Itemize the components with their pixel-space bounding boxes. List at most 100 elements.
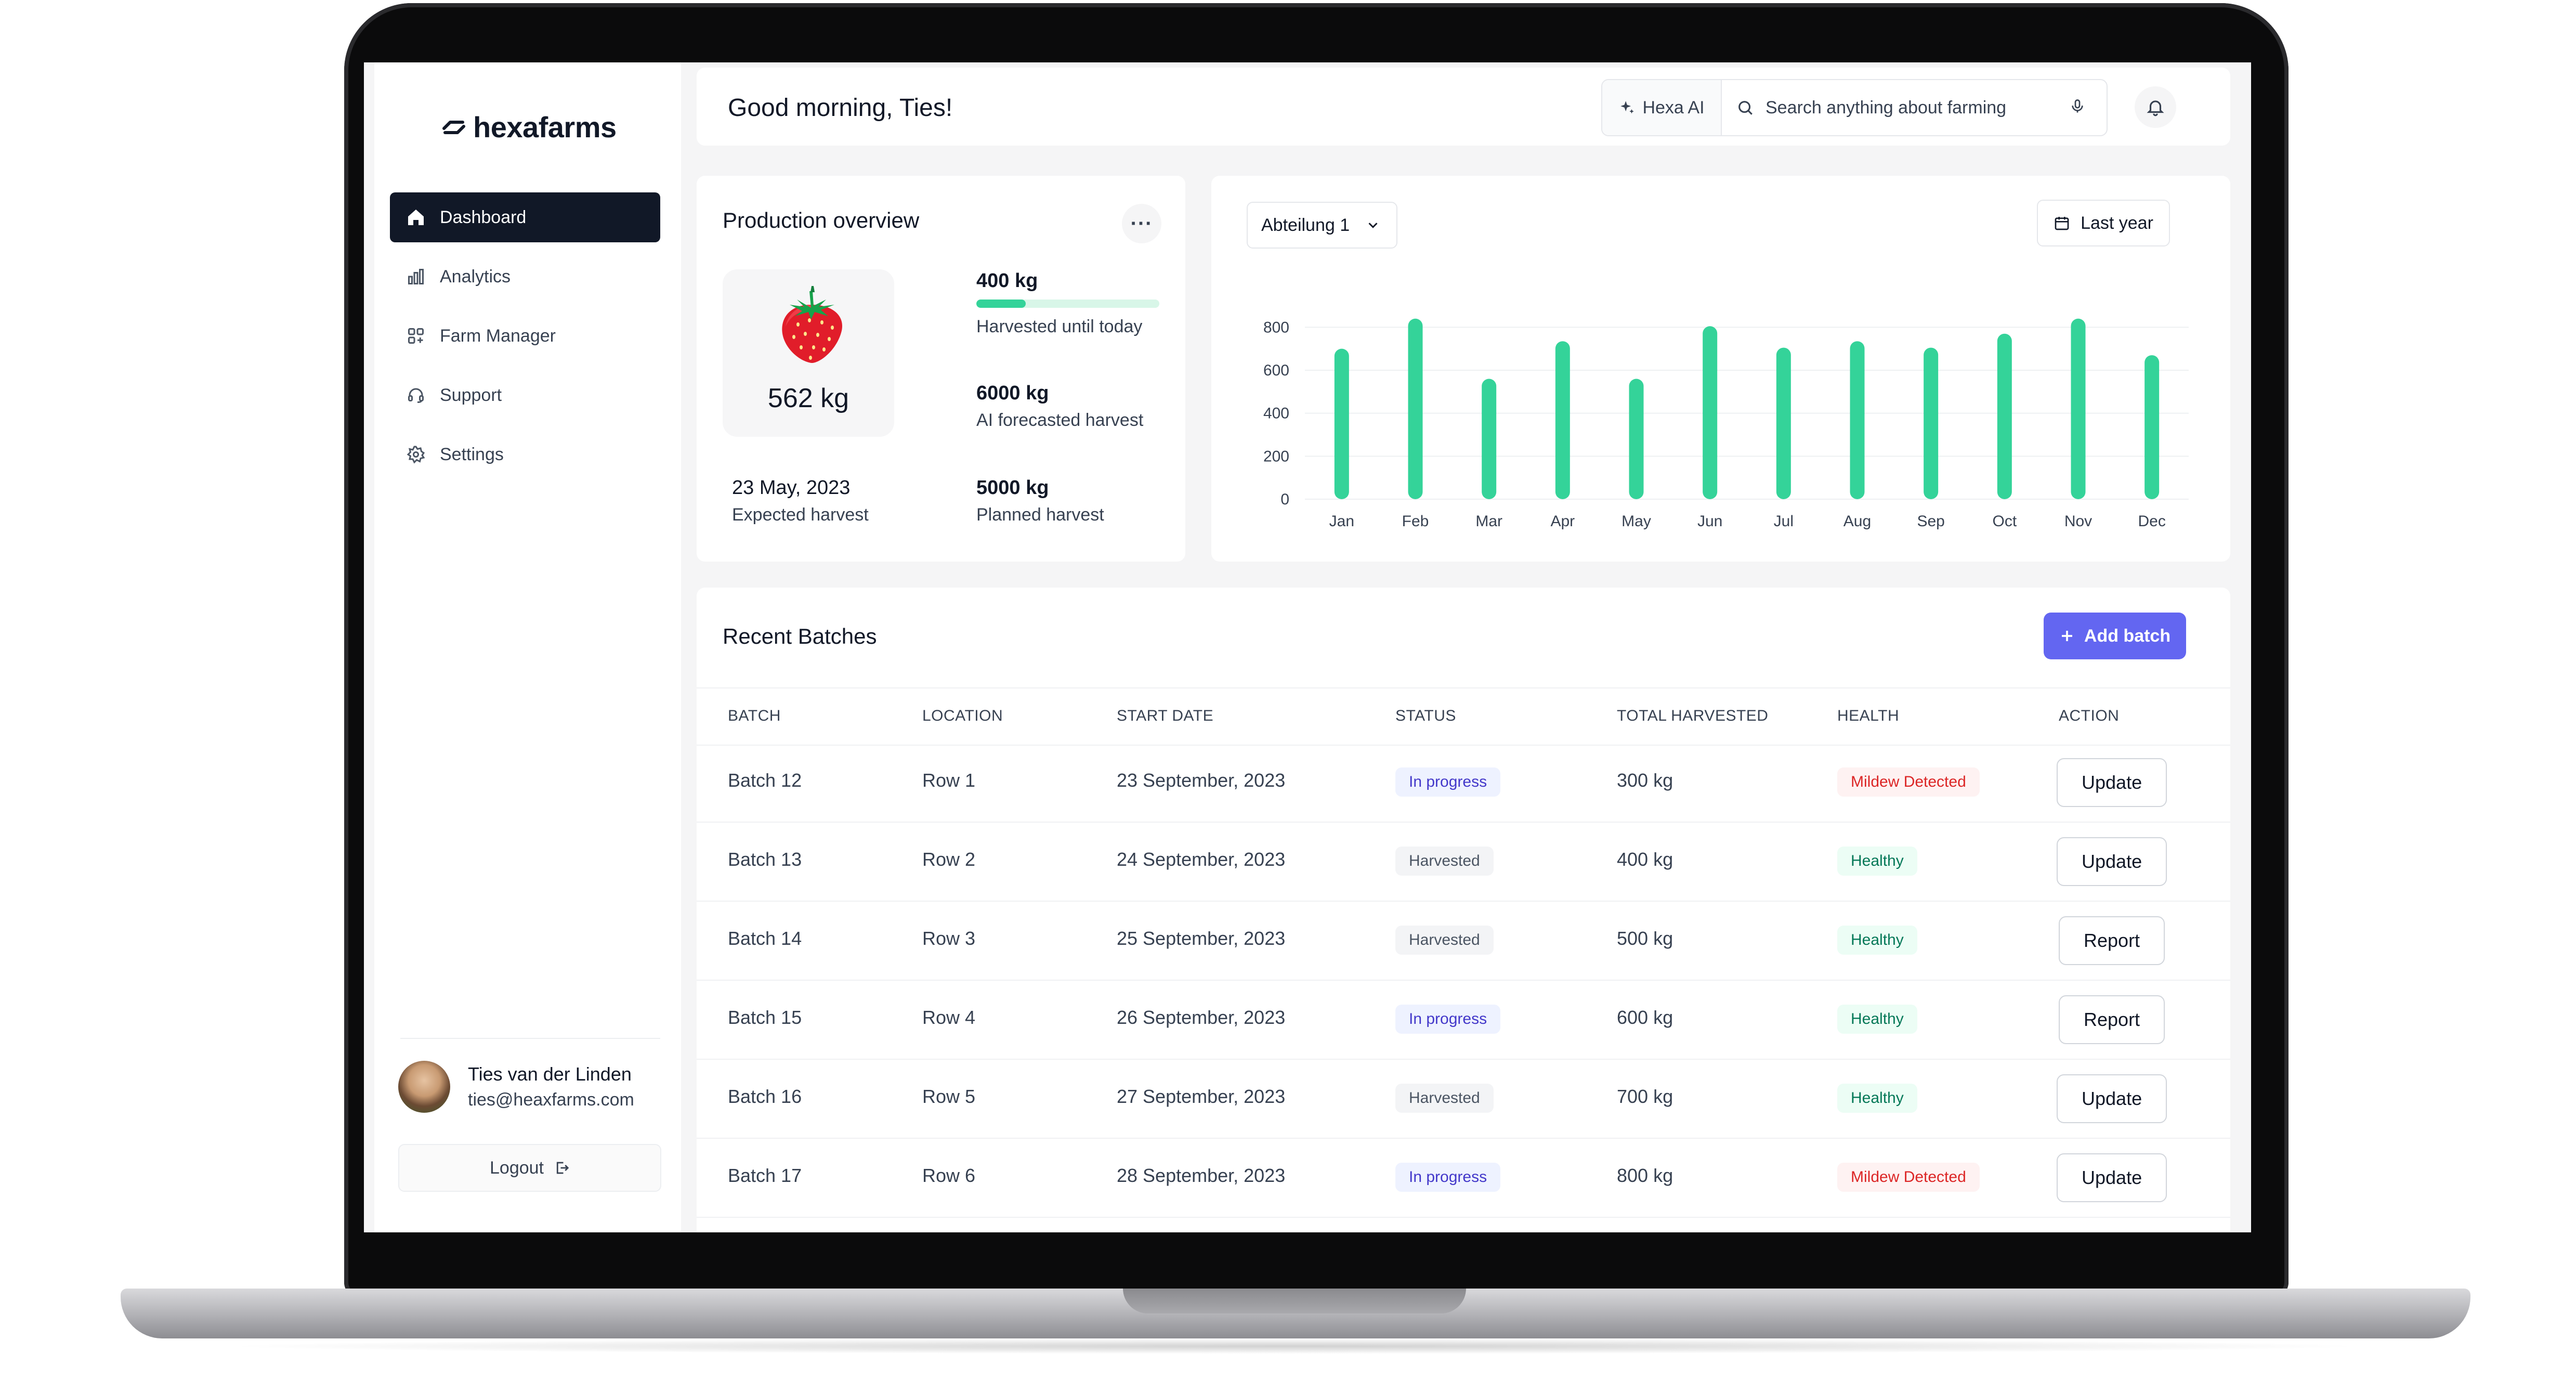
bell-icon (2147, 100, 2164, 116)
cell-location: Row 3 (922, 928, 976, 949)
chart-bar (1924, 347, 1939, 499)
harvested-label: Harvested until today (976, 317, 1143, 336)
x-tick-label: Dec (2138, 513, 2165, 530)
logo[interactable]: hexafarms (442, 110, 617, 144)
sidebar-item-settings[interactable]: Settings (390, 430, 660, 479)
cell-total-harvested: 700 kg (1617, 1086, 1673, 1107)
y-tick-label: 800 (1263, 319, 1289, 336)
cell-start-date: 26 September, 2023 (1117, 1007, 1286, 1028)
sidebar-item-dashboard[interactable]: Dashboard (390, 192, 660, 242)
production-overview-title: Production overview (723, 208, 920, 232)
date-range-button[interactable]: Last year (2037, 200, 2170, 246)
logout-icon (556, 1162, 569, 1174)
table-row: Batch 12 Row 1 23 September, 2023 In progre… (697, 744, 2230, 823)
screen: hexafarms Dashboard Analytics Farm Manag… (364, 62, 2251, 1232)
harvested-value: 400 kg (976, 270, 1038, 292)
health-badge: Mildew Detected (1837, 767, 1980, 797)
ellipsis-icon: ··· (1130, 212, 1153, 235)
chart-bar (1850, 341, 1865, 499)
sparkle-icon (1620, 101, 1634, 114)
add-batch-label: Add batch (2084, 626, 2171, 646)
cell-location: Row 4 (922, 1007, 976, 1028)
row-action-button[interactable]: Update (2057, 1153, 2167, 1202)
more-options-button[interactable]: ··· (1122, 204, 1161, 243)
column-header-total-harvested: TOTAL HARVESTED (1617, 707, 1769, 724)
x-tick-label: Oct (1992, 513, 2017, 530)
cell-start-date: 28 September, 2023 (1117, 1165, 1286, 1186)
sidebar-item-support[interactable]: Support (390, 370, 660, 420)
health-badge: Mildew Detected (1837, 1163, 1980, 1192)
expected-value: 23 May, 2023 (732, 477, 851, 499)
column-header-action: ACTION (2059, 707, 2120, 724)
date-range-label: Last year (2081, 213, 2153, 233)
cell-location: Row 2 (922, 849, 976, 870)
cell-batch: Batch 13 (728, 849, 802, 870)
chart-bar (1997, 333, 2012, 499)
forecast-value: 6000 kg (976, 382, 1049, 404)
cell-batch: Batch 14 (728, 928, 802, 949)
cell-batch: Batch 12 (728, 770, 802, 791)
sidebar-item-label: Dashboard (440, 207, 527, 227)
planned-metric: 5000 kg Planned harvest (976, 474, 1104, 528)
hexa-ai-label: Hexa AI (1642, 97, 1705, 118)
logout-button[interactable]: Logout (398, 1144, 661, 1192)
table-row: Batch 17 Row 6 28 September, 2023 In progre… (697, 1139, 2230, 1218)
user-profile[interactable]: Ties van der Linden ties@heaxfarms.com (398, 1061, 634, 1113)
column-header-location: LOCATION (922, 707, 1003, 724)
x-tick-label: Sep (1917, 513, 1944, 530)
harvested-metric: 400 kg Harvested until today (976, 267, 1159, 340)
chart-bar (1408, 318, 1423, 499)
forecast-label: AI forecasted harvest (976, 410, 1144, 430)
search-bar: Hexa AI (1601, 79, 2108, 136)
avatar (398, 1061, 450, 1113)
health-badge: Healthy (1837, 1005, 1917, 1034)
column-header-status: STATUS (1395, 707, 1456, 724)
notifications-button[interactable] (2135, 86, 2176, 128)
chart-bar (1334, 348, 1349, 499)
sidebar-item-analytics[interactable]: Analytics (390, 252, 660, 302)
hexa-ai-button[interactable]: Hexa AI (1602, 80, 1722, 135)
cell-start-date: 23 September, 2023 (1117, 770, 1286, 791)
column-header-start-date: START DATE (1117, 707, 1214, 724)
row-action-button[interactable]: Update (2057, 758, 2167, 807)
microphone-icon[interactable] (2069, 98, 2086, 118)
row-action-button[interactable]: Report (2059, 995, 2165, 1044)
cell-batch: Batch 15 (728, 1007, 802, 1028)
top-header: Good morning, Ties! Hexa AI (697, 68, 2230, 146)
add-batch-button[interactable]: Add batch (2044, 613, 2186, 659)
calendar-icon (2055, 217, 2069, 230)
table-row: Batch 14 Row 3 25 September, 2023 Harvested… (697, 902, 2230, 981)
row-action-button[interactable]: Update (2057, 1074, 2167, 1123)
search-input[interactable] (1764, 97, 2058, 119)
chart-bar (1776, 347, 1791, 499)
cell-batch: Batch 16 (728, 1086, 802, 1107)
harvest-chart-card: Abteilung 1 Last year 0 200 400 600 800 Jan Fe… (1211, 176, 2230, 562)
status-badge: Harvested (1395, 847, 1494, 876)
production-overview-card: Production overview ··· 562 kg (697, 176, 1185, 562)
status-badge: Harvested (1395, 926, 1494, 955)
cell-total-harvested: 500 kg (1617, 928, 1673, 949)
chart-bar (1703, 326, 1718, 499)
table-row: Batch 15 Row 4 26 September, 2023 In progre… (697, 981, 2230, 1060)
cell-location: Row 5 (922, 1086, 976, 1107)
sidebar: hexafarms Dashboard Analytics Farm Manag… (374, 62, 681, 1232)
row-action-button[interactable]: Report (2059, 916, 2165, 965)
x-tick-label: Apr (1550, 513, 1575, 530)
planned-value: 5000 kg (976, 477, 1049, 499)
section-dropdown[interactable]: Abteilung 1 (1247, 202, 1397, 249)
table-header: BATCH LOCATION START DATE STATUS TOTAL H… (697, 687, 2230, 746)
sidebar-item-farm-manager[interactable]: Farm Manager (390, 311, 660, 361)
laptop-notch (1123, 1289, 1466, 1313)
x-tick-label: Aug (1843, 513, 1871, 530)
sidebar-divider (400, 1038, 660, 1039)
x-tick-label: May (1622, 513, 1651, 530)
bar-chart-icon (406, 266, 426, 287)
table-row: Batch 13 Row 2 24 September, 2023 Harvested… (697, 823, 2230, 902)
plus-icon (2061, 631, 2072, 641)
x-tick-label: Jun (1697, 513, 1722, 530)
y-tick-label: 0 (1280, 491, 1289, 508)
harvest-bar-chart: 0 200 400 600 800 Jan Feb Mar Apr May Jun Jul Aug Sep… (1263, 318, 2189, 530)
row-action-button[interactable]: Update (2057, 837, 2167, 886)
expected-metric: 23 May, 2023 Expected harvest (732, 474, 869, 528)
chart-bar (2145, 355, 2160, 499)
